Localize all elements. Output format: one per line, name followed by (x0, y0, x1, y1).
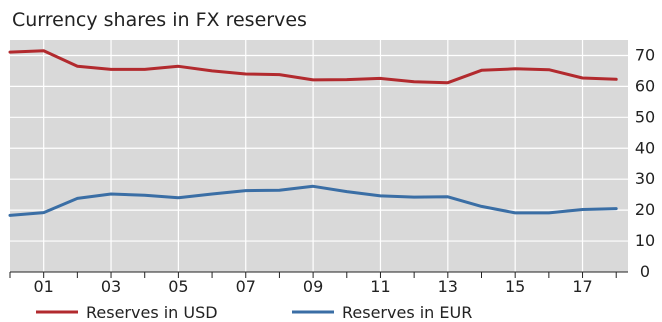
series-line (8, 184, 618, 217)
legend-label: Reserves in EUR (342, 303, 472, 322)
x-tick-label: 01 (33, 277, 53, 296)
x-tick-label: 09 (303, 277, 323, 296)
x-tick-label: 15 (505, 277, 525, 296)
x-tick-label: 11 (370, 277, 390, 296)
legend-label: Reserves in USD (86, 303, 218, 322)
y-tick-label: 10 (635, 231, 655, 250)
y-tick-label: 50 (635, 107, 655, 126)
series-line (8, 49, 618, 85)
plot-area (10, 40, 628, 272)
legend: Reserves in USD Reserves in EUR (36, 303, 472, 322)
x-tick-label: 13 (438, 277, 458, 296)
x-tick-label: 17 (572, 277, 592, 296)
y-tick-label: 20 (635, 200, 655, 219)
y-tick-label: 30 (635, 169, 655, 188)
chart-title: Currency shares in FX reserves (12, 9, 307, 31)
series-lines (8, 49, 618, 217)
x-tick-label: 07 (236, 277, 256, 296)
y-tick-label: 40 (635, 138, 655, 157)
y-tick-label: 60 (635, 76, 655, 95)
x-tick-label: 03 (101, 277, 121, 296)
y-tick-label: 0 (640, 262, 650, 281)
y-tick-label: 70 (635, 45, 655, 64)
axes: 0 10 20 30 40 50 60 70 01 03 05 07 09 11 13 15 17 (9, 45, 655, 296)
x-tick-label: 05 (168, 277, 188, 296)
